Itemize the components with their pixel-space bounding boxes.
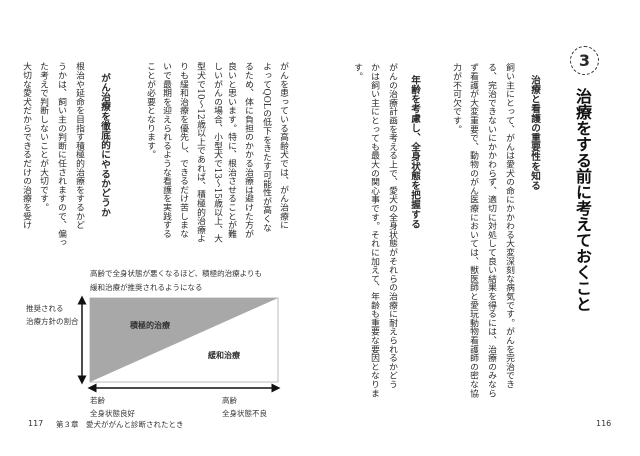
body-line: 根治や延命を目指す積極的治療をするかど bbox=[74, 62, 84, 230]
body-line: かは飼い主にとっても最大の関心事です。それに加えて、年齢も重要な要因となりま bbox=[369, 63, 379, 398]
body-line: りも緩和治療を優先し、できるだけ苦しまな bbox=[178, 62, 188, 238]
heading-importance-of-care: 治療と看護の重要性を知る bbox=[529, 75, 540, 191]
y-axis-label: 治療方針の割合 bbox=[26, 317, 79, 326]
running-header: 第３章 愛犬ががんと診断されたとき bbox=[56, 420, 184, 429]
y-axis-label: 推奨される bbox=[26, 304, 64, 313]
body-line: 良いと思います。特に、根治させることが難 bbox=[226, 62, 236, 238]
body-line: よってQOLの低下をきたす可能性が高くな bbox=[261, 62, 271, 232]
heading-age-condition: 年齢を考慮し、全身状態を把握する bbox=[409, 75, 420, 229]
section-title: 治療をする前に考えておくこと bbox=[573, 88, 592, 312]
page-number-left: 117 bbox=[28, 419, 44, 428]
body-line: るため、体に負担のかかる治療は避けた方が bbox=[243, 62, 253, 238]
body-line: ず看護が大変重要で、動物のがん医療においては、獣医師と愛玩動物看護師の密な協 bbox=[468, 63, 478, 398]
region-label-palliative: 緩和治療 bbox=[208, 351, 240, 360]
diagram-caption: 緩和治療が推奨されるようになる bbox=[90, 283, 203, 292]
body-line: す。 bbox=[352, 63, 362, 81]
page-number-right: 116 bbox=[596, 419, 612, 428]
body-line: いで最期を迎えられるような看護を実践する bbox=[161, 62, 171, 238]
body-line: 大切な愛犬だからできるだけの治療を受け bbox=[21, 62, 31, 230]
body-line: る、完治できないにかかわらず、適切に対処して良い結果を得るには、治療のみなら bbox=[486, 63, 496, 398]
body-line: うかは、飼い主の判断に任されますので、偏っ bbox=[56, 62, 66, 247]
x-axis-left-label: 全身状態良好 bbox=[90, 409, 135, 418]
aggressive-treatment-region bbox=[90, 298, 278, 382]
body-line: 型犬で10～12歳以上であれば、積極的治療よ bbox=[195, 62, 205, 243]
body-line: 飼い主にとって、がんは愛犬の命にかかわる大変深刻な病気です。がんを完治でき bbox=[504, 63, 514, 389]
region-label-aggressive: 積極的治療 bbox=[130, 321, 170, 330]
body-line: がんの治療計画を考える上で、愛犬の全身状態がそれらの治療に耐えられるかどう bbox=[387, 63, 397, 389]
body-line: 力が不可欠です。 bbox=[451, 63, 461, 134]
section-number-badge: 3 bbox=[570, 46, 599, 75]
x-axis-left-label: 若齢 bbox=[90, 396, 105, 405]
x-axis-right-label: 高齢 bbox=[222, 396, 237, 405]
body-line: しいがんの場合、小型犬で13～15歳以上、大 bbox=[212, 62, 222, 243]
diagram-caption: 高齢で全身状態が悪くなるほど、積極的治療よりも bbox=[90, 269, 262, 278]
body-line: がんを患っている高齢犬では、がん治療に bbox=[278, 62, 288, 230]
x-axis-right-label: 全身状態不良 bbox=[222, 409, 267, 418]
body-line: た考えで判断しないことが大切です。 bbox=[38, 62, 48, 212]
heading-thorough-treatment: がん治療を徹底的にやるかどうか bbox=[99, 73, 110, 217]
body-line: ことが必要となります。 bbox=[145, 62, 155, 159]
